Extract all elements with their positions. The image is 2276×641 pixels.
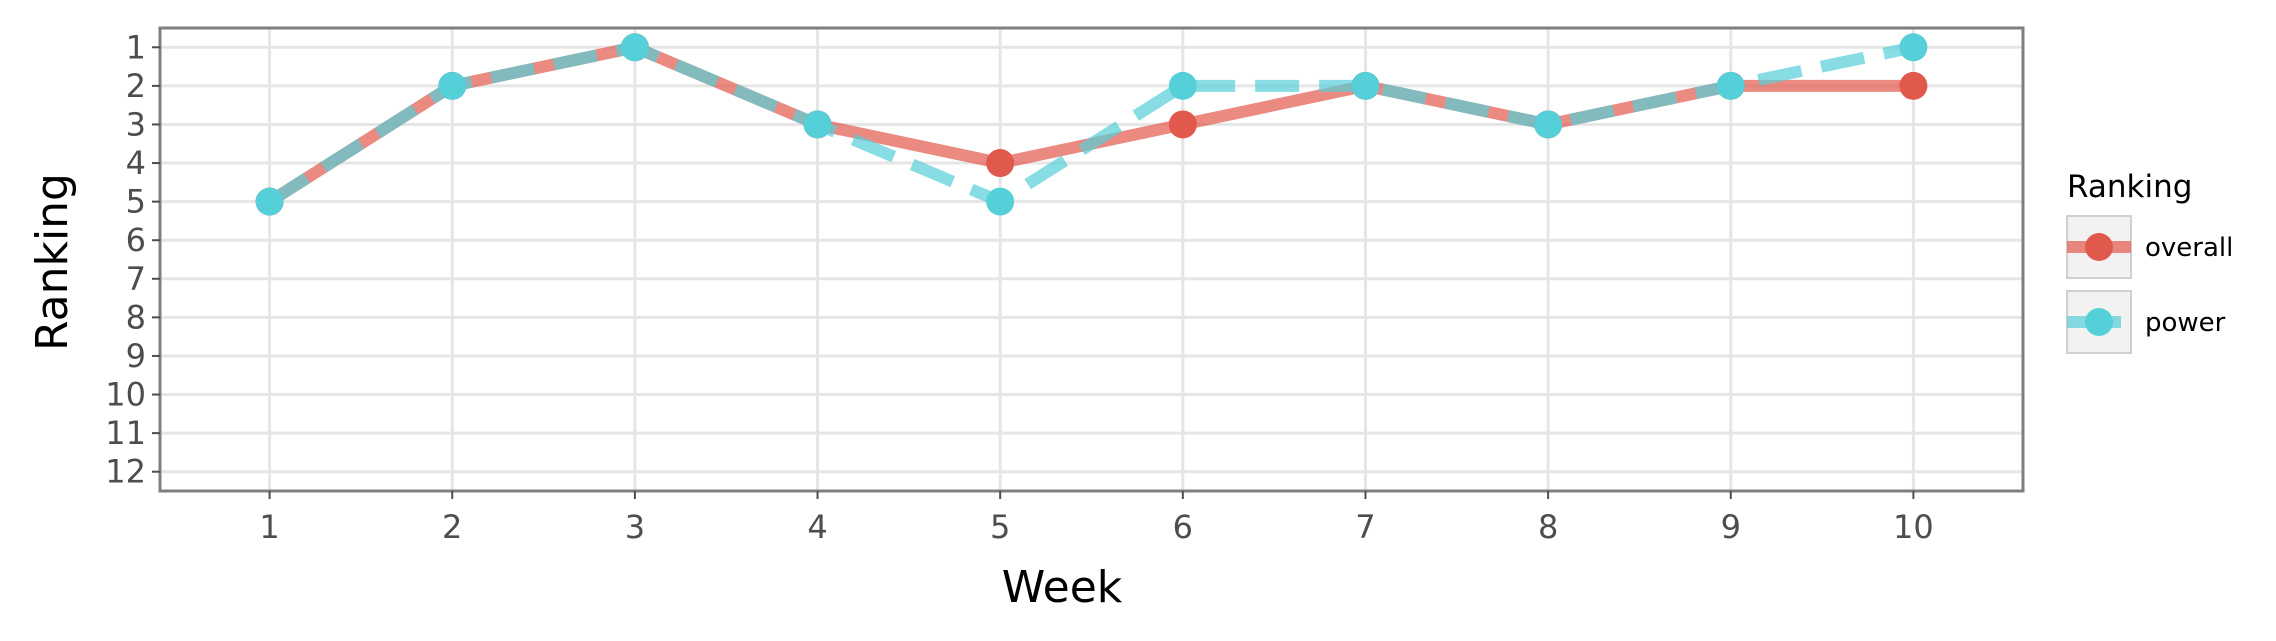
x-tick-label: 9	[1721, 508, 1741, 546]
data-point-power	[1168, 71, 1197, 100]
x-tick-label: 1	[259, 508, 279, 546]
x-tick-label: 3	[625, 508, 645, 546]
data-point-power	[1899, 33, 1928, 62]
legend-title: Ranking	[2067, 169, 2192, 205]
series-points	[255, 33, 1928, 216]
legend-label: overall	[2145, 233, 2233, 263]
data-point-power	[1716, 71, 1745, 100]
data-point-overall	[1899, 71, 1928, 100]
data-point-power	[438, 71, 467, 100]
series-lines	[266, 41, 1915, 208]
x-axis-ticks: 1 2 3 4 5 6 7 8 9 10	[259, 491, 1934, 546]
y-tick-label: 4	[126, 144, 146, 182]
legend-label: power	[2145, 308, 2226, 338]
data-point-overall	[1168, 110, 1197, 139]
data-point-power	[803, 110, 832, 139]
data-point-power	[255, 187, 284, 216]
x-tick-label: 5	[990, 508, 1010, 546]
x-tick-label: 2	[442, 508, 462, 546]
x-tick-label: 8	[1538, 508, 1558, 546]
plot-panel-border	[158, 26, 2025, 493]
y-tick-label: 1	[126, 28, 146, 66]
y-tick-label: 7	[126, 260, 146, 298]
y-tick-label: 6	[126, 221, 146, 259]
series-line-power	[266, 41, 1915, 208]
data-point-power	[1534, 110, 1563, 139]
data-point-power	[620, 33, 649, 62]
y-tick-label: 5	[126, 183, 146, 221]
y-tick-label: 12	[105, 453, 146, 491]
y-tick-label: 11	[105, 414, 146, 452]
legend-key-point	[2085, 308, 2113, 336]
y-tick-label: 9	[126, 337, 146, 375]
legend-key-point	[2085, 233, 2113, 261]
data-point-overall	[986, 149, 1015, 178]
data-point-power	[1351, 71, 1380, 100]
legend: Ranking overall power	[2066, 169, 2233, 354]
y-tick-label: 8	[126, 298, 146, 336]
x-tick-label: 4	[807, 508, 827, 546]
y-tick-label: 3	[126, 105, 146, 143]
y-axis-title: Ranking	[27, 173, 78, 351]
x-axis-title: Week	[1002, 562, 1123, 613]
y-tick-label: 2	[126, 67, 146, 105]
x-tick-label: 7	[1355, 508, 1375, 546]
x-tick-label: 6	[1173, 508, 1193, 546]
x-tick-label: 10	[1893, 508, 1934, 546]
data-point-power	[986, 187, 1015, 216]
y-tick-label: 10	[105, 376, 146, 414]
